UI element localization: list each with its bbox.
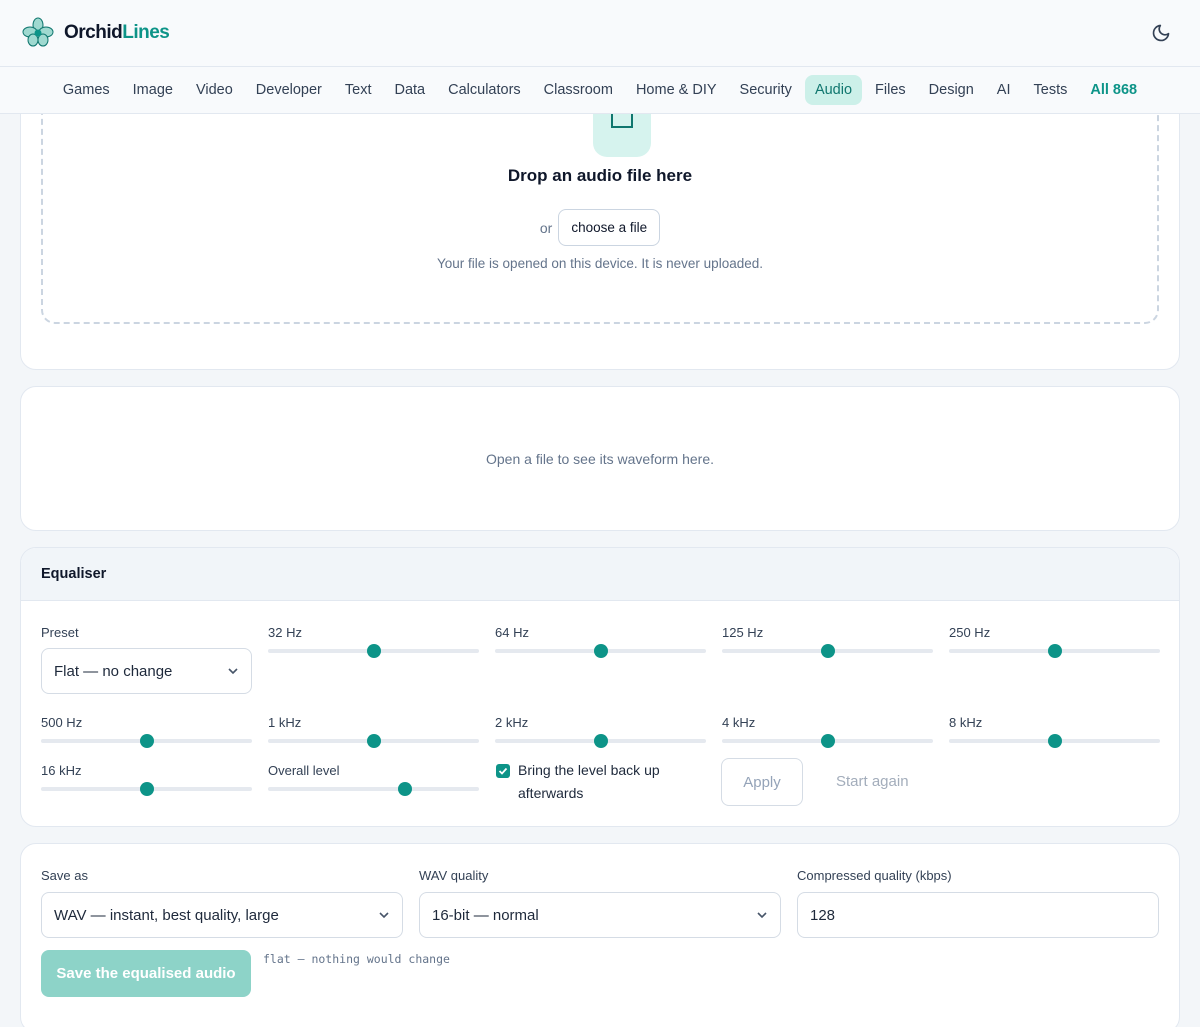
preset-value: Flat — no change [54,662,173,680]
overall-level-label: Overall level [268,763,340,778]
band-label-2khz: 2 kHz [495,715,529,730]
save-status-text: flat — nothing would change [263,952,450,966]
equaliser-title: Equaliser [21,548,1179,601]
audio-dropzone[interactable]: Drop an audio file here or choose a file… [41,61,1159,324]
slider-thumb[interactable] [1047,734,1062,748]
nav-item-files[interactable]: Files [875,82,906,98]
nav-item-all[interactable]: All 868 [1090,82,1138,98]
band-label-16khz: 16 kHz [41,763,82,778]
slider-thumb[interactable] [1047,644,1062,658]
chevron-down-icon [379,912,389,919]
nav-item-image[interactable]: Image [132,82,173,98]
band-label-1khz: 1 kHz [268,715,302,730]
dropzone-title: Drop an audio file here [507,166,693,185]
band-label-250hz: 250 Hz [949,625,991,640]
preset-label: Preset [41,625,79,640]
overall-level-slider[interactable] [268,781,479,797]
compressed-quality-label: Compressed quality (kbps) [797,868,952,883]
nav-item-security[interactable]: Security [739,82,792,98]
slider-thumb[interactable] [366,644,381,658]
theme-toggle-button[interactable] [1150,22,1172,44]
band-slider-2khz[interactable] [495,733,706,749]
nav-item-tests[interactable]: Tests [1033,82,1068,98]
save-equalised-button[interactable]: Save the equalised audio [41,950,251,997]
band-slider-250hz[interactable] [949,643,1160,659]
brand-logo[interactable]: OrchidLines [22,17,170,49]
band-slider-4khz[interactable] [722,733,933,749]
wav-quality-select[interactable]: 16-bit — normal [419,892,781,938]
band-slider-125hz[interactable] [722,643,933,659]
preset-select[interactable]: Flat — no change [41,648,252,694]
upload-icon [593,113,651,157]
check-icon [498,767,508,775]
apply-button[interactable]: Apply [721,758,803,806]
nav-item-video[interactable]: Video [195,82,233,98]
slider-thumb[interactable] [398,782,413,796]
orchid-icon [22,17,54,47]
slider-thumb[interactable] [593,644,608,658]
wav-quality-label: WAV quality [419,868,489,883]
choose-file-button[interactable]: choose a file [558,209,661,246]
nav-item-developer[interactable]: Developer [255,82,322,98]
nav-item-audio[interactable]: Audio [804,75,863,105]
band-slider-32hz[interactable] [268,643,479,659]
nav-item-ai[interactable]: AI [996,82,1011,98]
nav-item-games[interactable]: Games [62,82,110,98]
equaliser-card: Equaliser Preset Flat — no change 32 Hz … [20,547,1180,827]
chevron-down-icon [757,912,767,919]
compressed-quality-value: 128 [810,906,836,924]
chevron-down-icon [228,668,238,675]
compressed-quality-input[interactable]: 128 [797,892,1159,938]
slider-thumb[interactable] [139,734,154,748]
normalize-checkbox-row[interactable]: Bring the level back up afterwards [496,759,688,805]
nav-item-text[interactable]: Text [344,82,372,98]
slider-thumb[interactable] [366,734,381,748]
nav-item-design[interactable]: Design [928,82,974,98]
or-text: or [539,219,553,236]
format-select[interactable]: WAV — instant, best quality, large [41,892,403,938]
save-card: Save as WAV — instant, best quality, lar… [20,843,1180,1027]
band-slider-8khz[interactable] [949,733,1160,749]
format-value: WAV — instant, best quality, large [54,906,279,924]
dropzone-or-row: or choose a file [43,209,1157,246]
nav-item-classroom[interactable]: Classroom [543,82,613,98]
band-label-64hz: 64 Hz [495,625,529,640]
privacy-note: Your file is opened on this device. It i… [437,256,763,271]
band-slider-1khz[interactable] [268,733,479,749]
slider-thumb[interactable] [820,734,835,748]
moon-icon [1152,24,1170,42]
waveform-placeholder: Open a file to see its waveform here. [486,451,714,467]
waveform-card: Open a file to see its waveform here. [20,386,1180,531]
slider-thumb[interactable] [593,734,608,748]
band-label-125hz: 125 Hz [722,625,764,640]
band-slider-16khz[interactable] [41,781,252,797]
slider-thumb[interactable] [139,782,154,796]
nav-item-data[interactable]: Data [394,82,426,98]
band-label-32hz: 32 Hz [268,625,302,640]
band-slider-64hz[interactable] [495,643,706,659]
normalize-checkbox[interactable] [496,764,510,778]
category-nav: Games Image Video Developer Text Data Ca… [0,67,1200,114]
band-label-8khz: 8 kHz [949,715,983,730]
slider-thumb[interactable] [820,644,835,658]
start-again-button[interactable]: Start again [836,773,909,790]
nav-item-home-diy[interactable]: Home & DIY [635,82,717,98]
band-label-500hz: 500 Hz [41,715,83,730]
wav-quality-value: 16-bit — normal [432,906,539,924]
top-bar: OrchidLines [0,0,1200,67]
band-slider-500hz[interactable] [41,733,252,749]
brand-name: OrchidLines [64,22,170,43]
nav-item-calculators[interactable]: Calculators [448,82,521,98]
normalize-label: Bring the level back up afterwards [518,762,660,801]
band-label-4khz: 4 kHz [722,715,756,730]
save-as-label: Save as [41,868,88,883]
